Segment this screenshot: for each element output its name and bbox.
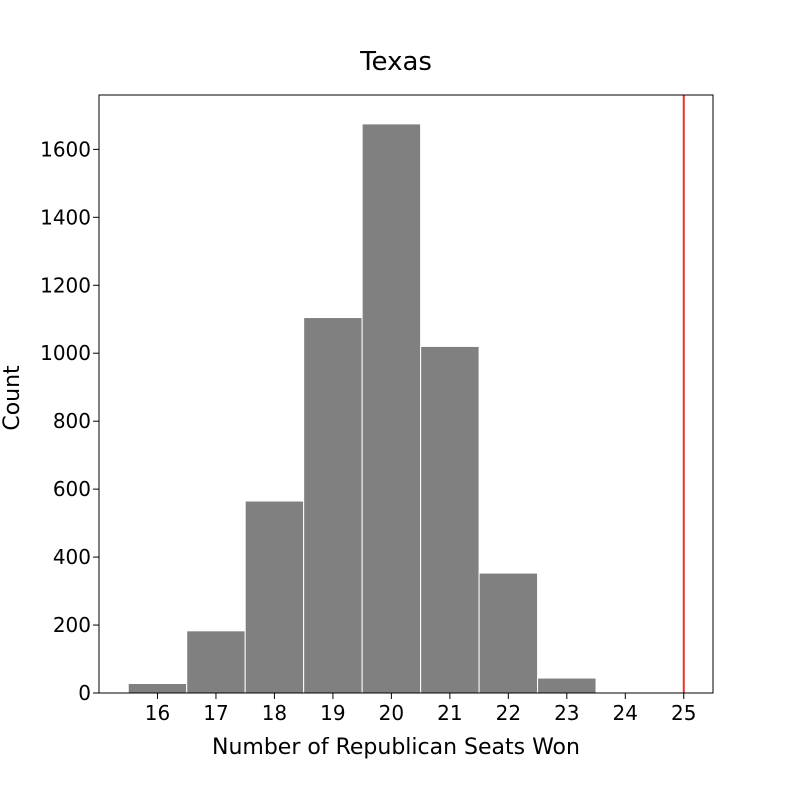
- y-axis-label: Count: [0, 365, 25, 431]
- y-tick-label-1400: 1400: [40, 205, 91, 229]
- bar-23: [538, 678, 596, 693]
- bar-21: [421, 346, 479, 693]
- chart-title: Texas: [359, 47, 432, 77]
- bar-22: [479, 573, 537, 693]
- bar-18: [245, 501, 303, 693]
- bar-16: [128, 683, 186, 693]
- y-tick-label-800: 800: [53, 409, 91, 433]
- x-tick-label-16: 16: [145, 701, 170, 725]
- x-tick-label-17: 17: [203, 701, 228, 725]
- y-tick-label-1200: 1200: [40, 273, 91, 297]
- y-tick-label-1600: 1600: [40, 137, 91, 161]
- bar-17: [187, 631, 245, 693]
- x-tick-label-20: 20: [379, 701, 404, 725]
- x-axis-label: Number of Republican Seats Won: [212, 735, 580, 760]
- x-tick-label-24: 24: [613, 701, 638, 725]
- y-tick-label-200: 200: [53, 613, 91, 637]
- y-axis-ticks: 0 200 400 600 800 1000 1200 1400 1600: [40, 137, 99, 705]
- bar-20: [362, 124, 420, 693]
- y-tick-label-600: 600: [53, 477, 91, 501]
- bar-19: [304, 318, 362, 693]
- bars: [128, 124, 596, 693]
- x-tick-label-21: 21: [437, 701, 462, 725]
- x-tick-label-22: 22: [496, 701, 521, 725]
- x-axis-ticks: 16 17 18 19 20 21 22 23 24 25: [145, 693, 697, 725]
- y-tick-label-400: 400: [53, 545, 91, 569]
- x-tick-label-18: 18: [262, 701, 287, 725]
- y-tick-label-1000: 1000: [40, 341, 91, 365]
- x-tick-label-19: 19: [320, 701, 345, 725]
- y-tick-label-0: 0: [78, 681, 91, 705]
- x-tick-label-23: 23: [554, 701, 579, 725]
- x-tick-label-25: 25: [671, 701, 696, 725]
